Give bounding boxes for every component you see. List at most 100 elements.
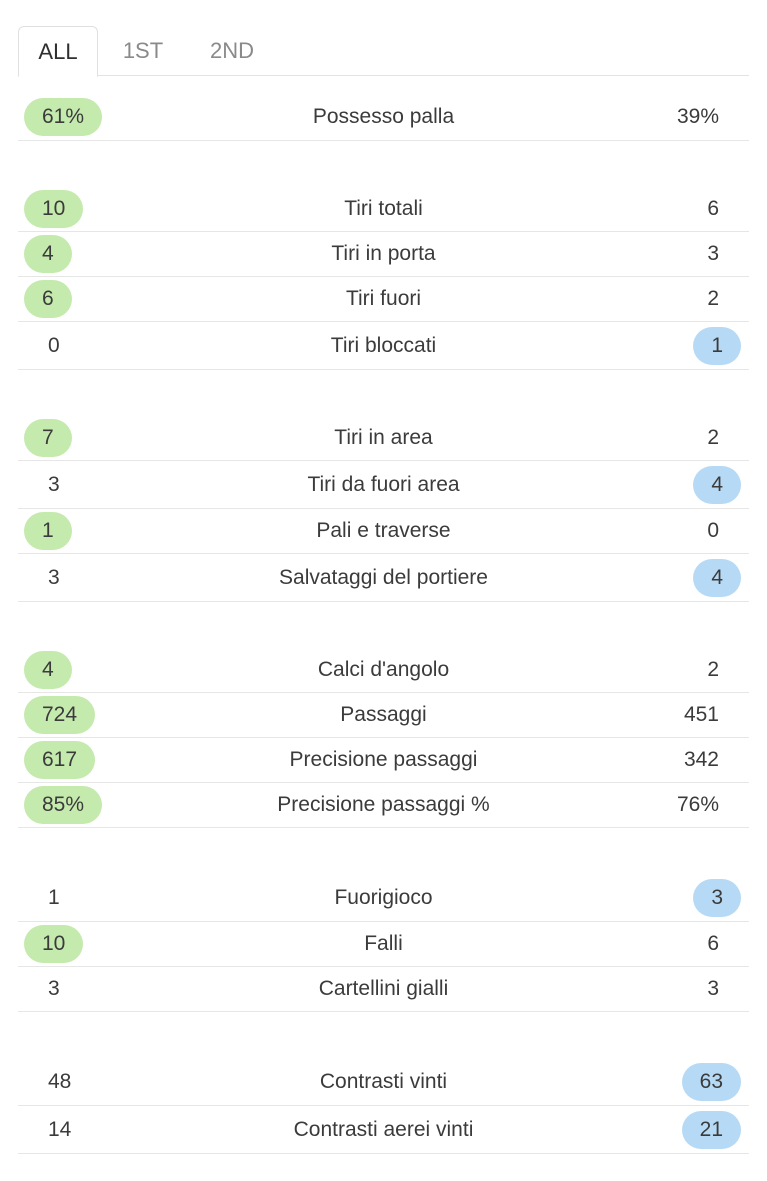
stat-label: Tiri da fuori area <box>307 472 460 496</box>
away-value-badge: 3 <box>693 878 741 917</box>
home-value-cell: 3 <box>24 967 82 1011</box>
home-value: 14 <box>48 1117 72 1141</box>
stat-label: Fuorigioco <box>334 885 433 909</box>
away-value-cell: 39% <box>655 93 741 140</box>
home-value-cell: 1 <box>24 874 82 921</box>
stat-label: Tiri bloccati <box>330 333 437 357</box>
home-value-badge: 85% <box>24 786 103 824</box>
home-value-badge: 61% <box>24 97 103 136</box>
stat-label: Pali e traverse <box>316 519 451 542</box>
home-value-badge: 4 <box>24 235 72 273</box>
stat-row-contrasti-aerei-vinti: 14 Contrasti aerei vinti 21 <box>18 1106 749 1154</box>
stat-row-falli: 10 Falli 6 <box>18 922 749 967</box>
home-value-badge: 617 <box>24 741 96 779</box>
away-value-cell: 63 <box>681 1058 741 1105</box>
stat-row-precisione-passaggi: 85% Precisione passaggi % 76% <box>18 783 749 828</box>
away-value-cell: 2 <box>685 648 741 692</box>
stat-row-tiri-bloccati: 0 Tiri bloccati 1 <box>18 322 749 370</box>
tab-first-half[interactable]: 1ST <box>122 38 164 63</box>
period-tabs: ALL 1ST 2ND <box>18 26 749 77</box>
home-value: 0 <box>48 333 60 357</box>
stat-row-precisione-passaggi: 617 Precisione passaggi 342 <box>18 738 749 783</box>
home-value: 1 <box>48 885 60 909</box>
away-value-cell: 21 <box>681 1106 741 1153</box>
home-value-cell: 0 <box>24 322 82 369</box>
away-value: 3 <box>707 977 719 1000</box>
home-value-cell: 4 <box>24 232 72 276</box>
stat-label: Calci d'angolo <box>317 658 450 681</box>
stat-row-tiri-in-area: 7 Tiri in area 2 <box>18 416 749 461</box>
away-value-cell: 451 <box>662 693 741 737</box>
stat-label: Possesso palla <box>312 104 455 128</box>
away-value-cell: 76% <box>655 783 741 827</box>
stat-label: Contrasti aerei vinti <box>293 1117 474 1141</box>
away-value-badge: 4 <box>693 558 741 597</box>
away-value: 6 <box>707 197 719 220</box>
home-value: 3 <box>48 565 60 589</box>
stat-row-calci-d-angolo: 4 Calci d'angolo 2 <box>18 648 749 693</box>
home-value-cell: 10 <box>24 187 84 231</box>
stat-row-tiri-in-porta: 4 Tiri in porta 3 <box>18 232 749 277</box>
home-value-cell: 85% <box>24 783 103 827</box>
away-value-cell: 3 <box>685 232 741 276</box>
home-value-cell: 724 <box>24 693 96 737</box>
stat-label: Precisione passaggi <box>289 748 478 771</box>
away-value: 0 <box>707 519 719 542</box>
home-value: 3 <box>48 472 60 496</box>
away-value-badge: 4 <box>693 465 741 504</box>
stat-row-tiri-totali: 10 Tiri totali 6 <box>18 187 749 232</box>
away-value-badge: 21 <box>681 1110 741 1149</box>
stat-row-cartellini-gialli: 3 Cartellini gialli 3 <box>18 967 749 1012</box>
away-value-cell: 3 <box>685 967 741 1011</box>
home-value-badge: 7 <box>24 419 72 457</box>
away-value: 2 <box>707 426 719 449</box>
away-value: 76% <box>676 793 719 816</box>
away-value-cell: 1 <box>693 322 741 369</box>
home-value-badge: 4 <box>24 651 72 689</box>
away-value: 3 <box>707 242 719 265</box>
home-value-cell: 3 <box>24 554 82 601</box>
stat-row-contrasti-vinti: 48 Contrasti vinti 63 <box>18 1058 749 1106</box>
home-value-cell: 6 <box>24 277 72 321</box>
away-value-cell: 4 <box>693 461 741 508</box>
home-value-badge: 1 <box>24 512 72 550</box>
home-value-badge: 10 <box>24 190 84 228</box>
stat-label: Cartellini gialli <box>318 977 449 1000</box>
away-value: 342 <box>683 748 719 771</box>
stat-row-possesso-palla: 61% Possesso palla 39% <box>18 93 749 141</box>
stat-label: Tiri in porta <box>331 242 436 265</box>
tab-second-half[interactable]: 2ND <box>209 38 254 63</box>
stat-row-tiri-da-fuori-area: 3 Tiri da fuori area 4 <box>18 461 749 509</box>
away-value: 451 <box>683 703 719 726</box>
match-stats-table: 61% Possesso palla 39% 10 Tiri totali 6 4 Tiri … <box>18 93 749 1154</box>
home-value-cell: 10 <box>24 922 84 966</box>
home-value-cell: 14 <box>24 1106 93 1153</box>
home-value-cell: 3 <box>24 461 82 508</box>
stat-label: Precisione passaggi % <box>277 793 490 816</box>
away-value-cell: 6 <box>685 922 741 966</box>
stat-row-tiri-fuori: 6 Tiri fuori 2 <box>18 277 749 322</box>
away-value-cell: 2 <box>685 277 741 321</box>
stat-label: Passaggi <box>340 703 427 726</box>
stat-row-pali-e-traverse: 1 Pali e traverse 0 <box>18 509 749 554</box>
home-value-cell: 4 <box>24 648 72 692</box>
home-value: 3 <box>48 977 60 1000</box>
stat-row-salvataggi-del-portiere: 3 Salvataggi del portiere 4 <box>18 554 749 602</box>
away-value: 6 <box>707 932 719 955</box>
home-value: 48 <box>48 1069 72 1093</box>
home-value-cell: 1 <box>24 509 72 553</box>
away-value: 39% <box>676 104 719 128</box>
home-value-badge: 10 <box>24 925 84 963</box>
tab-all[interactable]: ALL <box>18 26 98 77</box>
stat-label: Tiri fuori <box>345 287 422 310</box>
stat-label: Tiri totali <box>344 197 423 220</box>
away-value-badge: 63 <box>681 1062 741 1101</box>
away-value-cell: 342 <box>662 738 741 782</box>
away-value: 2 <box>707 658 719 681</box>
stat-row-passaggi: 724 Passaggi 451 <box>18 693 749 738</box>
home-value-badge: 6 <box>24 280 72 318</box>
home-value-cell: 61% <box>24 93 103 140</box>
stat-label: Tiri in area <box>334 426 433 449</box>
home-value-badge: 724 <box>24 696 96 734</box>
stat-label: Falli <box>364 932 403 955</box>
